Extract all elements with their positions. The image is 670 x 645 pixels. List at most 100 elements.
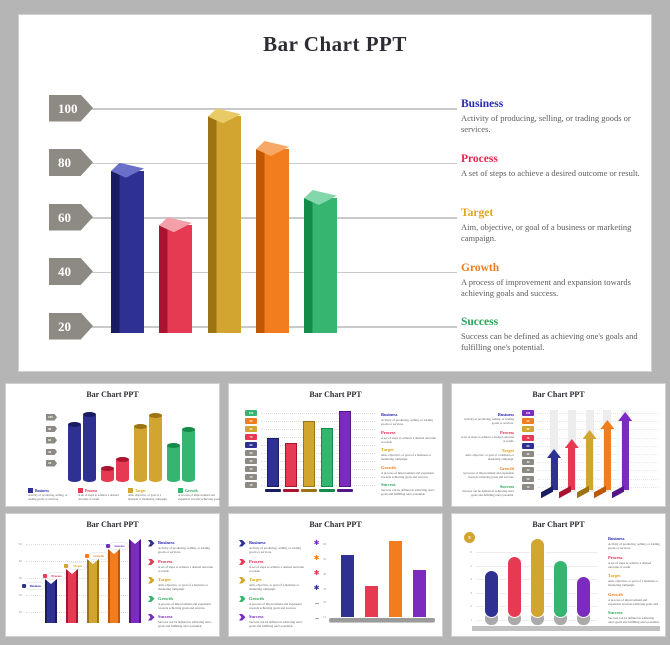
thumbnail-slide-2[interactable]: Bar Chart PPT 100 90 80 70 60 50 40 30 20 10 Busin… [228,383,443,507]
legend-item-business: Business Activity of producing, selling, … [239,540,305,554]
main-slide-preview: Bar Chart PPT 100 80 60 40 20 Business Activit… [18,14,652,372]
cylinder-top [167,443,180,448]
thumbnail-title: Bar Chart PPT [309,390,362,399]
grid-line [538,413,658,414]
legend-title: Success [249,614,264,619]
thumbnail-title: Bar Chart PPT [532,520,585,529]
axis-tick-tag: 10 [522,483,534,490]
value-badge: 8 [464,532,475,543]
pill-text: Growth [90,552,107,559]
legend-title: Growth [185,488,198,493]
cylinder-top [116,457,129,463]
axis-tick-tag: 50 [522,451,534,457]
legend-swatch [28,488,33,493]
legend-title: Success [158,614,173,619]
platform [472,626,660,631]
thumb-5-chart: Business Activity of producing, selling, … [229,514,442,636]
legend-desc: Success can be defined as achieving one'… [381,488,435,497]
axis-tick-label: 10 [18,610,23,614]
legend-desc: Aim, objective, or goal of a business or… [608,579,659,588]
legend-desc: A set of steps to achieve a desired outc… [608,560,652,569]
legend-title: Business [249,540,266,545]
grid-line [261,421,375,422]
bar-success [304,190,337,333]
legend-row: Process [78,488,120,493]
axis-tick-label: 10 [323,615,327,619]
bar [321,428,333,487]
legend-item-process: Process A set of steps to achieve a desir… [461,153,643,179]
cylinder-bar [83,411,96,482]
bar [267,437,279,487]
bar-business [111,162,144,333]
thumbnail-slide-1[interactable]: Bar Chart PPT 100 80 60 40 20 Business Activit… [5,383,220,507]
cylinder-bar [134,424,147,482]
legend-desc: Aim, objective, or goal of a business or… [249,583,300,592]
pill-text: Process [48,572,65,579]
slide-title: Bar Chart PPT [263,32,407,56]
chevron-icon [239,614,246,621]
legend-title: Process [85,488,98,493]
legend-item-business: Business Activity of producing, selling, … [608,536,660,550]
main-chart: 100 80 60 40 20 Business Activity of producing… [19,15,651,371]
thumb-3-chart: Business Activity of producing, selling, … [452,384,665,506]
axis-tick-dash [315,603,319,604]
legend-desc: Activity of producing, selling, or tradi… [463,418,514,425]
grid-line [538,470,658,472]
bar [389,541,402,617]
legend-item-target: Target Aim, objective, or goal of a busin… [128,488,170,502]
axis-tick-tag: 80 [46,425,57,432]
legend-title: Target [608,573,621,578]
legend-title: Target [249,577,262,582]
thumbnail-title: Bar Chart PPT [309,520,362,529]
grid-line [261,477,375,478]
legend-item-growth: Growth A process of improvement and expan… [148,595,214,610]
cylinder-top [134,424,147,429]
legend-item-target: Target Aim, objective, or goal of a busin… [461,207,643,244]
grid-line [261,445,375,446]
axis-tick-tag: 60 [522,442,534,449]
legend-desc: Aim, objective, or goal of a business or… [461,222,632,244]
axis-tick-tag: 40 [46,448,57,455]
pill-tag [22,583,26,588]
legend-desc: Aim, objective, or goal of a business or… [158,583,209,592]
grid-line [91,108,457,110]
grid-line [261,469,375,470]
axis-tick-tag: 90 [522,418,534,425]
grid-line [26,561,138,562]
cylinder-top [182,426,195,432]
thumb-6-chart: 8 6 5 4 3 2 1 Business Activity of producing, se… [452,514,665,636]
ribbon-bar [108,549,120,623]
legend-desc: Aim, objective, or goal of a business or… [128,494,168,501]
ribbon-bar [45,579,57,623]
grid-line [26,544,138,545]
thumbnail-slide-6[interactable]: Bar Chart PPT 8 6 5 4 3 2 1 Business Activity of… [451,513,666,637]
legend-item-business: Business Activity of producing, selling, … [148,540,214,555]
ribbon-bar [66,569,78,623]
thumbnail-slide-4[interactable]: Bar Chart PPT 50 40 30 20 10 Business Process T… [5,513,220,637]
axis-tick-label: 50 [323,556,327,561]
pill-tag [64,563,68,568]
axis-tick-tag: 40 [522,459,534,466]
axis-tick-label: 60 [323,541,327,546]
bar-base [283,489,299,492]
thumbnail-slide-5[interactable]: Bar Chart PPT Business Activity of produc… [228,513,443,637]
legend-title: Target [158,577,171,582]
arrow-bar [558,439,579,499]
cylinder-top [101,465,114,471]
legend-title: Target [461,207,494,219]
bar-face [208,116,241,333]
arrow-shaft [568,447,576,490]
axis-tick-tag: 10 [245,482,257,488]
grid-line [261,413,375,414]
legend-desc: Activity of producing, selling, or tradi… [158,546,210,555]
axis-tick-tag: 20 [245,474,257,480]
legend-title: Business [497,412,514,417]
axis-tick-tag: 100 [49,94,93,122]
legend-title: Business [158,540,175,545]
chevron-icon [239,577,246,584]
thumbnail-slide-3[interactable]: Bar Chart PPT Business Activity of produc… [451,383,666,507]
grid-line [261,461,375,462]
axis-tick-tag: 80 [522,426,534,433]
axis-tick-tag: 50 [245,450,257,456]
